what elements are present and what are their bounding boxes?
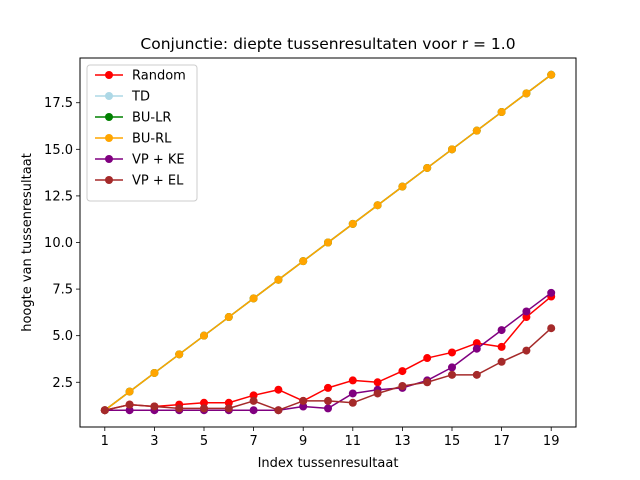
data-point-random bbox=[448, 348, 456, 357]
series-vp-el bbox=[100, 324, 556, 415]
data-point-bu-rl bbox=[497, 108, 506, 117]
data-point-random bbox=[373, 378, 382, 387]
x-tick-label: 3 bbox=[150, 434, 158, 449]
data-point-bu-rl bbox=[150, 368, 159, 377]
x-tick-label: 11 bbox=[345, 434, 362, 449]
x-tick-label: 5 bbox=[200, 434, 208, 449]
data-point-bu-rl bbox=[224, 313, 233, 322]
legend-label-random: Random bbox=[132, 69, 186, 84]
data-point-random bbox=[224, 398, 233, 407]
y-tick-label: 5.0 bbox=[52, 329, 73, 344]
y-axis: 2.5 5.0 7.5 10.0 12.5 15.0 17.5 bbox=[44, 96, 80, 391]
legend-box bbox=[86, 64, 198, 202]
y-tick-label: 7.5 bbox=[52, 283, 73, 298]
data-point-vp-el bbox=[100, 406, 109, 415]
legend-label-vp-el: VP + EL bbox=[132, 174, 184, 189]
data-point-vp-ke bbox=[348, 389, 357, 398]
y-axis-title: hoogte van tussenresultaat bbox=[20, 153, 35, 332]
data-point-vp-el bbox=[224, 404, 233, 413]
data-point-bu-rl bbox=[249, 294, 258, 303]
legend-label-bu-rl: BU-RL bbox=[132, 132, 172, 147]
data-point-vp-el bbox=[324, 396, 332, 405]
data-point-vp-el bbox=[373, 389, 382, 398]
legend-marker-vp-ke bbox=[105, 155, 113, 163]
data-point-vp-el bbox=[398, 382, 407, 390]
data-point-vp-el bbox=[249, 396, 258, 405]
x-tick-label: 17 bbox=[493, 434, 510, 449]
y-tick-label: 10.0 bbox=[44, 236, 73, 251]
data-point-vp-ke bbox=[249, 406, 258, 415]
data-point-bu-rl bbox=[448, 145, 456, 154]
data-point-random bbox=[423, 354, 432, 363]
data-point-random bbox=[398, 367, 407, 376]
data-point-bu-rl bbox=[423, 163, 432, 172]
data-point-vp-ke bbox=[497, 326, 506, 335]
data-point-bu-rl bbox=[274, 275, 283, 284]
plot-area bbox=[100, 70, 556, 415]
data-point-vp-ke bbox=[299, 402, 308, 411]
data-point-vp-el bbox=[448, 370, 456, 379]
data-point-vp-ke bbox=[547, 288, 556, 297]
data-point-vp-ke bbox=[448, 363, 456, 372]
x-tick-label: 1 bbox=[101, 434, 109, 449]
data-point-bu-rl bbox=[373, 201, 382, 210]
data-point-vp-el bbox=[200, 404, 208, 413]
data-point-random bbox=[324, 383, 332, 392]
data-point-bu-rl bbox=[200, 331, 208, 340]
data-point-random bbox=[200, 398, 208, 407]
data-point-bu-rl bbox=[398, 182, 407, 191]
data-point-bu-rl bbox=[472, 126, 481, 135]
data-point-bu-rl bbox=[348, 219, 357, 228]
data-point-random bbox=[522, 313, 531, 322]
data-point-bu-rl bbox=[522, 89, 531, 98]
data-point-vp-el bbox=[299, 396, 308, 405]
data-point-vp-ke bbox=[522, 307, 531, 316]
y-tick-label: 2.5 bbox=[52, 376, 73, 391]
data-point-random bbox=[274, 385, 283, 394]
data-point-vp-el bbox=[472, 370, 481, 379]
x-tick-label: 13 bbox=[394, 434, 411, 449]
x-tick-label: 19 bbox=[543, 434, 560, 449]
data-point-random bbox=[249, 391, 258, 400]
data-point-random bbox=[348, 376, 357, 385]
data-point-vp-ke bbox=[125, 406, 134, 415]
y-tick-label: 15.0 bbox=[44, 143, 73, 158]
data-point-vp-el bbox=[547, 324, 556, 333]
y-tick-label: 17.5 bbox=[44, 96, 73, 111]
y-tick-label: 12.5 bbox=[44, 189, 73, 204]
x-tick-label: 7 bbox=[249, 434, 257, 449]
data-point-bu-rl bbox=[324, 238, 332, 247]
data-point-vp-el bbox=[274, 406, 283, 415]
legend-marker-bu-lr bbox=[105, 113, 113, 121]
x-tick-label: 15 bbox=[444, 434, 461, 449]
x-axis-title: Index tussenresultaat bbox=[258, 456, 399, 471]
legend-label-bu-lr: BU-LR bbox=[132, 111, 171, 126]
data-point-bu-rl bbox=[299, 257, 308, 266]
data-point-random bbox=[497, 342, 506, 351]
data-point-vp-el bbox=[423, 378, 432, 387]
legend-marker-bu-rl bbox=[105, 134, 113, 142]
data-point-bu-rl bbox=[175, 350, 184, 359]
data-point-vp-ke bbox=[324, 404, 332, 413]
legend-label-td: TD bbox=[131, 90, 150, 105]
legend-marker-vp-el bbox=[105, 176, 113, 184]
data-point-vp-ke bbox=[472, 344, 481, 353]
legend: Random TD BU-LR BU-RL VP + KE VP + EL bbox=[86, 64, 198, 202]
data-point-bu-rl bbox=[547, 70, 556, 79]
data-point-bu-rl bbox=[125, 387, 134, 396]
legend-marker-random bbox=[105, 71, 113, 79]
data-point-vp-el bbox=[150, 402, 159, 411]
x-tick-label: 9 bbox=[299, 434, 307, 449]
chart-title: Conjunctie: diepte tussenresultaten voor… bbox=[140, 35, 515, 53]
legend-label-vp-ke: VP + KE bbox=[132, 153, 185, 168]
data-point-vp-el bbox=[348, 398, 357, 407]
x-axis: 1 3 5 7 9 11 13 15 17 19 bbox=[101, 427, 560, 449]
legend-marker-td bbox=[105, 92, 113, 100]
data-point-vp-el bbox=[125, 400, 134, 409]
data-point-vp-el bbox=[175, 404, 184, 413]
data-point-vp-el bbox=[497, 357, 506, 366]
data-point-vp-el bbox=[522, 346, 531, 355]
data-point-random bbox=[472, 339, 481, 348]
